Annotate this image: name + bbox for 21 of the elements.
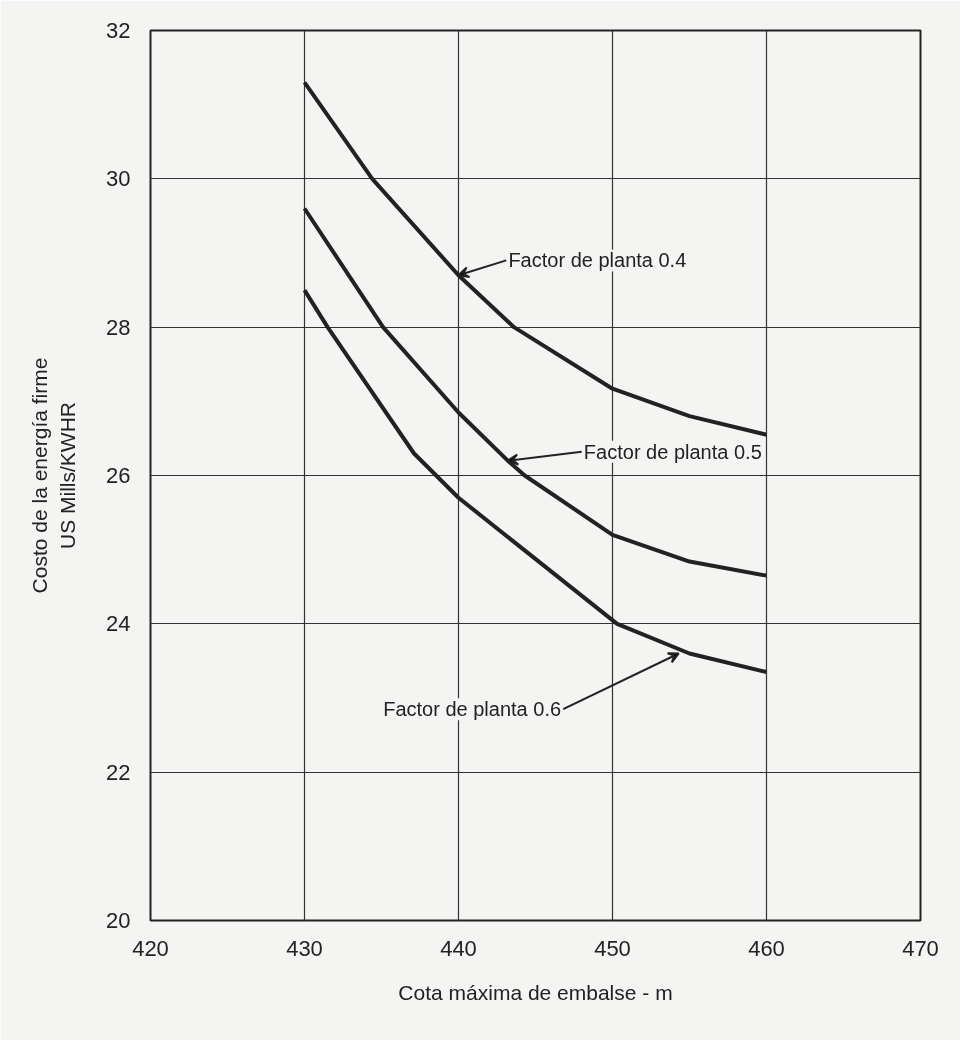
- annotation: Factor de planta 0.5: [583, 440, 762, 463]
- y-axis-title: Costo de la energía firme US Mills/KWHR: [28, 357, 80, 594]
- y-tick-label: 24: [106, 611, 131, 637]
- y-tick-label: 22: [106, 759, 131, 785]
- x-axis-title: Cota máxima de embalse - m: [398, 980, 673, 1004]
- line-series: [302, 288, 769, 675]
- y-tick-label: 30: [106, 166, 131, 192]
- x-tick-label: 470: [902, 935, 939, 961]
- x-tick-label: 420: [132, 935, 169, 961]
- y-tick-label: 28: [106, 314, 131, 340]
- annotation: Factor de planta 0.6: [383, 698, 562, 721]
- x-tick-label: 450: [594, 935, 631, 961]
- annotation: Factor de planta 0.4: [508, 249, 687, 272]
- x-tick-label: 460: [748, 935, 785, 961]
- line-series: [302, 80, 769, 437]
- line-series: [302, 206, 769, 578]
- x-tick-label: 430: [286, 935, 323, 961]
- y-tick-label: 20: [106, 908, 131, 933]
- y-tick-label: 26: [106, 463, 131, 488]
- y-tick-label: 32: [106, 18, 131, 43]
- x-tick-label: 440: [440, 935, 477, 961]
